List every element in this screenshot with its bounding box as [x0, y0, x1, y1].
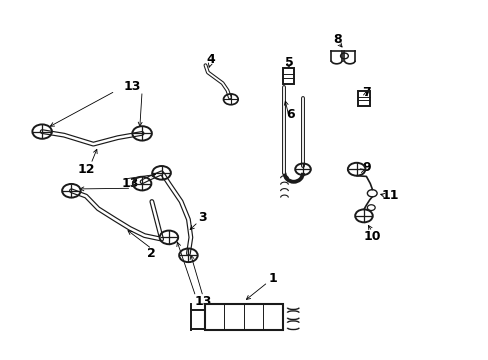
Bar — [357, 91, 369, 106]
Text: 6: 6 — [285, 108, 294, 121]
Text: 3: 3 — [197, 211, 206, 224]
Text: 8: 8 — [332, 32, 341, 46]
Text: 12: 12 — [77, 163, 95, 176]
Bar — [204, 303, 282, 330]
Text: 9: 9 — [362, 161, 370, 174]
Text: 4: 4 — [205, 53, 214, 66]
Text: 11: 11 — [381, 189, 399, 202]
Bar — [282, 68, 294, 84]
Text: 10: 10 — [363, 230, 380, 243]
Text: 5: 5 — [285, 56, 294, 69]
Text: 2: 2 — [147, 247, 156, 260]
Text: 1: 1 — [268, 273, 277, 285]
Text: 13: 13 — [123, 80, 141, 93]
Text: 13: 13 — [121, 177, 138, 190]
Text: 13: 13 — [194, 295, 211, 308]
Text: 7: 7 — [361, 86, 370, 99]
